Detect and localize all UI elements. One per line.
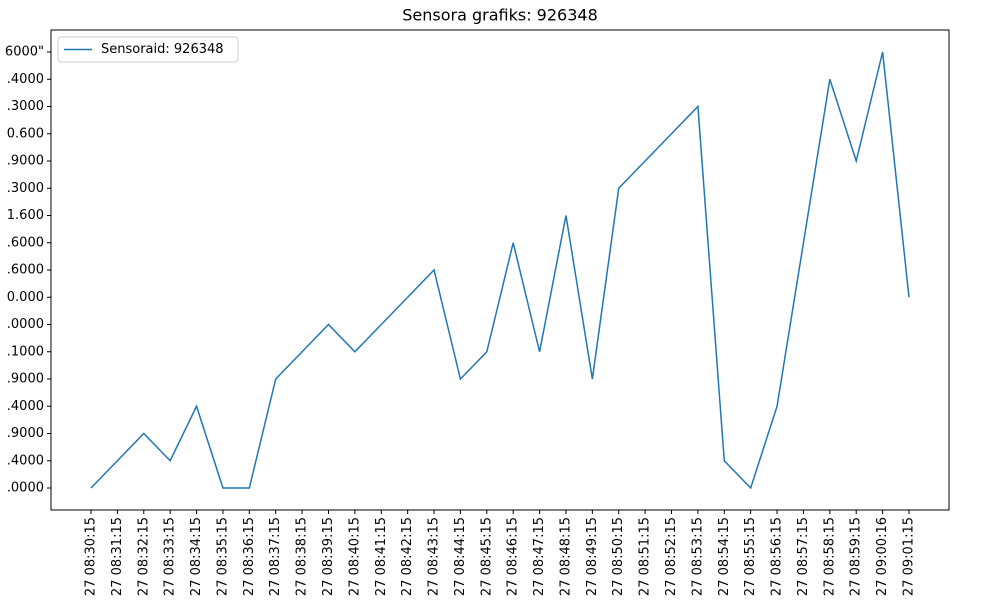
x-tick-label: 27 08:40:15 bbox=[347, 517, 362, 596]
x-tick-label: 27 08:43:15 bbox=[427, 517, 442, 596]
x-tick-label: 27 09:00:16 bbox=[875, 517, 890, 596]
x-tick-label: 27 08:38:15 bbox=[295, 517, 310, 596]
x-tick-label: 27 08:34:15 bbox=[189, 517, 204, 596]
x-tick-label: 27 08:59:15 bbox=[849, 517, 864, 596]
x-tick-label: 27 08:42:15 bbox=[400, 517, 415, 596]
y-tick-label: .3000 bbox=[7, 99, 44, 114]
x-tick-label: 27 08:39:15 bbox=[321, 517, 336, 596]
x-tick-label: 27 08:41:15 bbox=[374, 517, 389, 596]
x-tick-label: 27 08:57:15 bbox=[796, 517, 811, 596]
x-tick-label: 27 08:45:15 bbox=[479, 517, 494, 596]
axes-frame bbox=[50, 29, 950, 511]
x-tick-label: 27 08:56:15 bbox=[770, 517, 785, 596]
x-tick-label: 27 08:54:15 bbox=[717, 517, 732, 596]
y-tick-label: 1.600 bbox=[7, 208, 44, 223]
x-tick-label: 27 08:36:15 bbox=[242, 517, 257, 596]
x-tick-label: 27 08:53:15 bbox=[690, 517, 705, 596]
x-tick-label: 27 08:51:15 bbox=[638, 517, 653, 596]
x-tick-label: 27 08:37:15 bbox=[268, 517, 283, 596]
x-tick-label: 27 08:33:15 bbox=[163, 517, 178, 596]
y-tick-label: .1000 bbox=[7, 344, 44, 359]
y-tick-label: .3000 bbox=[7, 181, 44, 196]
y-tick-label: .0000 bbox=[7, 317, 44, 332]
x-tick-label: 27 08:47:15 bbox=[532, 517, 547, 596]
x-tick-label: 27 08:35:15 bbox=[215, 517, 230, 596]
y-tick-label: .6000 bbox=[7, 235, 44, 250]
y-tick-label: .9000 bbox=[7, 154, 44, 169]
y-tick-label: .9000 bbox=[7, 426, 44, 441]
y-tick-label: 0.600 bbox=[7, 126, 44, 141]
x-tick-label: 27 08:44:15 bbox=[453, 517, 468, 596]
y-tick-label: .6000 bbox=[7, 263, 44, 278]
x-tick-label: 27 08:50:15 bbox=[611, 517, 626, 596]
y-tick-label: .4000 bbox=[7, 453, 44, 468]
legend-box bbox=[57, 36, 239, 63]
y-tick-label: 6000" bbox=[5, 45, 44, 60]
y-tick-label: .4000 bbox=[7, 72, 44, 87]
x-tick-label: 27 08:55:15 bbox=[743, 517, 758, 596]
x-tick-label: 27 09:01:15 bbox=[902, 517, 917, 596]
x-tick-label: 27 08:31:15 bbox=[110, 517, 125, 596]
legend-label: Sensoraid: 926348 bbox=[101, 42, 224, 57]
x-tick-label: 27 08:48:15 bbox=[558, 517, 573, 596]
y-tick-label: .0000 bbox=[7, 481, 44, 496]
series-line bbox=[90, 51, 910, 490]
x-tick-label: 27 08:49:15 bbox=[585, 517, 600, 596]
x-tick-label: 27 08:30:15 bbox=[84, 517, 99, 596]
x-tick-label: 27 08:46:15 bbox=[506, 517, 521, 596]
x-tick-label: 27 08:32:15 bbox=[136, 517, 151, 596]
chart-title: Sensora grafiks: 926348 bbox=[402, 6, 598, 25]
x-tick-label: 27 08:58:15 bbox=[822, 517, 837, 596]
x-tick-label: 27 08:52:15 bbox=[664, 517, 679, 596]
y-tick-label: 0.000 bbox=[7, 290, 44, 305]
y-tick-label: .4000 bbox=[7, 399, 44, 414]
y-tick-label: .9000 bbox=[7, 372, 44, 387]
